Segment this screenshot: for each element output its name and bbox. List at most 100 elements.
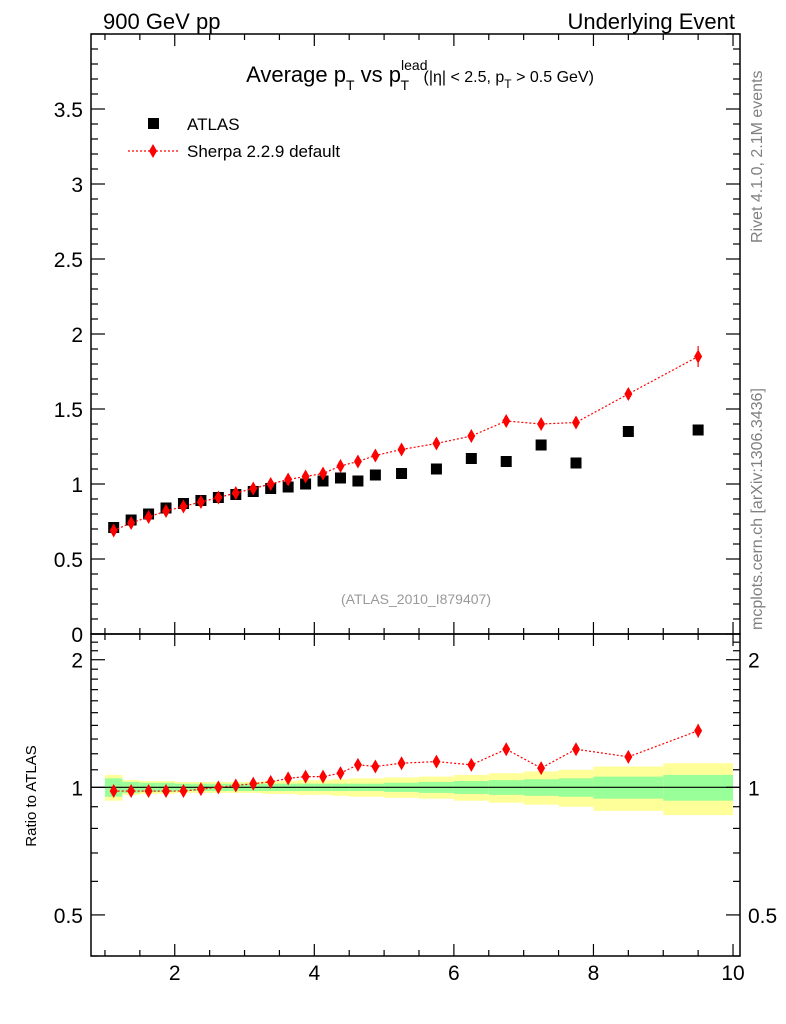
- ratio-uncertainty-bands: [91, 763, 740, 816]
- sherpa-ratio-point: [537, 761, 546, 776]
- legend: ATLAS Sherpa 2.2.9 default: [128, 115, 340, 161]
- sherpa-ratio-point: [572, 742, 581, 757]
- sherpa-point: [144, 510, 153, 524]
- sherpa-ratio-point: [353, 757, 362, 772]
- sherpa-ratio-point: [144, 784, 153, 799]
- sherpa-point: [336, 459, 345, 473]
- ratio-series-group: [109, 723, 703, 799]
- sherpa-point: [432, 436, 441, 451]
- y-tick-label: 2: [71, 324, 83, 347]
- atlas-point: [317, 475, 329, 487]
- sherpa-point: [249, 481, 258, 496]
- atlas-point: [535, 439, 547, 451]
- atlas-point: [570, 457, 582, 469]
- sherpa-point: [371, 448, 380, 463]
- y-tick-label: 2: [71, 650, 83, 673]
- y-tick-label: 1: [71, 474, 83, 497]
- sherpa-point: [214, 490, 223, 505]
- sherpa-point: [467, 429, 476, 443]
- atlas-point: [369, 469, 381, 481]
- sherpa-ratio-point: [502, 742, 511, 757]
- legend-mc-marker: [149, 144, 157, 158]
- sherpa-point: [537, 417, 546, 431]
- sherpa-line: [113, 355, 699, 532]
- sherpa-ratio-point: [231, 778, 240, 793]
- x-tick-label: 2: [169, 962, 181, 985]
- sherpa-ratio-point: [214, 780, 223, 795]
- sherpa-ratio-point: [266, 774, 275, 789]
- sherpa-point: [694, 349, 703, 364]
- x-tick-label: 8: [588, 962, 600, 985]
- y-tick-label: 1: [71, 777, 83, 800]
- ratio-ylabel: Ratio to ATLAS: [23, 745, 40, 846]
- sherpa-point: [179, 499, 188, 514]
- x-tick-label: 10: [721, 962, 744, 985]
- legend-data-marker: [148, 118, 159, 129]
- y-tick-label: 0.5: [54, 549, 83, 572]
- sherpa-ratio-point: [196, 782, 205, 797]
- ratio-axes: 0.5 0.5 1 1 2 2 2 4 6 8 10: [54, 633, 777, 985]
- sherpa-point: [284, 472, 293, 487]
- atlas-point: [465, 453, 477, 464]
- analysis-watermark: (ATLAS_2010_I879407): [341, 591, 491, 607]
- sherpa-point: [502, 414, 511, 428]
- y-tick-label-right: 0.5: [748, 905, 777, 928]
- y-tick-label: 3.5: [54, 99, 83, 122]
- y-tick-label: 1.5: [54, 399, 83, 422]
- sherpa-ratio-point: [284, 771, 293, 786]
- sherpa-ratio-point: [624, 749, 633, 764]
- sherpa-ratio-point: [371, 759, 380, 774]
- sherpa-point: [196, 495, 205, 509]
- sherpa-ratio-point: [397, 756, 406, 771]
- y-tick-label: 0: [71, 624, 83, 647]
- atlas-point: [692, 424, 704, 436]
- x-tick-label: 4: [308, 962, 320, 985]
- atlas-point: [334, 472, 346, 484]
- y-tick-label: 0.5: [54, 905, 83, 928]
- sherpa-point: [353, 454, 362, 469]
- y-tick-label-right: 2: [748, 650, 760, 673]
- sherpa-ratio-point: [694, 723, 703, 738]
- header-left: 900 GeV pp: [103, 9, 220, 34]
- atlas-point: [622, 426, 634, 437]
- header-right: Underlying Event: [567, 9, 735, 34]
- sherpa-point: [397, 442, 406, 457]
- sherpa-point: [109, 523, 118, 538]
- sherpa-point: [162, 504, 171, 518]
- y-tick-label: 2.5: [54, 249, 83, 272]
- rivet-label: Rivet 4.1.0, 2.1M events: [749, 70, 766, 243]
- legend-mc-label: Sherpa 2.2.9 default: [187, 142, 340, 161]
- sherpa-point: [231, 486, 240, 500]
- atlas-point: [282, 481, 294, 493]
- y-tick-label: 3: [71, 174, 83, 197]
- atlas-point: [396, 468, 408, 479]
- atlas-point: [500, 456, 512, 467]
- sherpa-ratio-point: [127, 784, 136, 799]
- sherpa-ratio-point: [162, 784, 171, 799]
- y-tick-label-right: 1: [748, 777, 760, 800]
- sherpa-point: [301, 469, 310, 484]
- sherpa-ratio-point: [249, 776, 258, 791]
- sherpa-point: [624, 387, 633, 401]
- sherpa-point: [572, 415, 581, 430]
- atlas-point: [430, 463, 442, 475]
- sherpa-ratio-point: [467, 757, 476, 772]
- mcplots-label: mcplots.cern.ch [arXiv:1306.3436]: [749, 388, 766, 630]
- sherpa-ratio-point: [319, 769, 328, 784]
- sherpa-ratio-point: [179, 784, 188, 799]
- main-axes: 0 0.5 1 1.5 2 2.5 3 3.5: [54, 33, 741, 647]
- sherpa-ratio-point: [336, 766, 345, 781]
- sherpa-ratio-point: [109, 784, 118, 799]
- plot-title: Average pT vs plead T (|η| < 2.5, pT > 0.…: [246, 57, 594, 93]
- main-series-group: [108, 346, 704, 538]
- axes-frame: [90, 633, 741, 957]
- main-panel: (ATLAS_2010_I879407) 0 0.5 1 1.5 2 2.5 3 3.5 AT…: [54, 33, 741, 647]
- legend-data-label: ATLAS: [187, 115, 240, 134]
- sherpa-ratio-point: [301, 769, 310, 784]
- ratio-panel: 0.5 0.5 1 1 2 2 2 4 6 8 10 Ratio to ATLAS: [23, 633, 777, 985]
- sherpa-ratio-point: [432, 754, 441, 769]
- sherpa-ratio-line: [113, 730, 699, 792]
- sherpa-point: [127, 516, 136, 530]
- sherpa-point: [266, 477, 275, 491]
